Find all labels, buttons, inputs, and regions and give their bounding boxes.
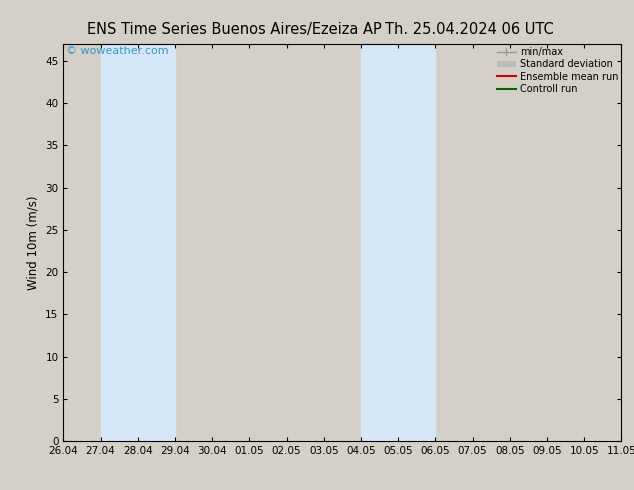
Legend: min/max, Standard deviation, Ensemble mean run, Controll run: min/max, Standard deviation, Ensemble me… bbox=[495, 45, 620, 96]
Text: ENS Time Series Buenos Aires/Ezeiza AP: ENS Time Series Buenos Aires/Ezeiza AP bbox=[87, 22, 382, 37]
Bar bbox=[101, 44, 175, 441]
Bar bbox=[361, 44, 436, 441]
Text: © woweather.com: © woweather.com bbox=[66, 46, 169, 56]
Text: Th. 25.04.2024 06 UTC: Th. 25.04.2024 06 UTC bbox=[385, 22, 553, 37]
Y-axis label: Wind 10m (m/s): Wind 10m (m/s) bbox=[27, 196, 40, 290]
